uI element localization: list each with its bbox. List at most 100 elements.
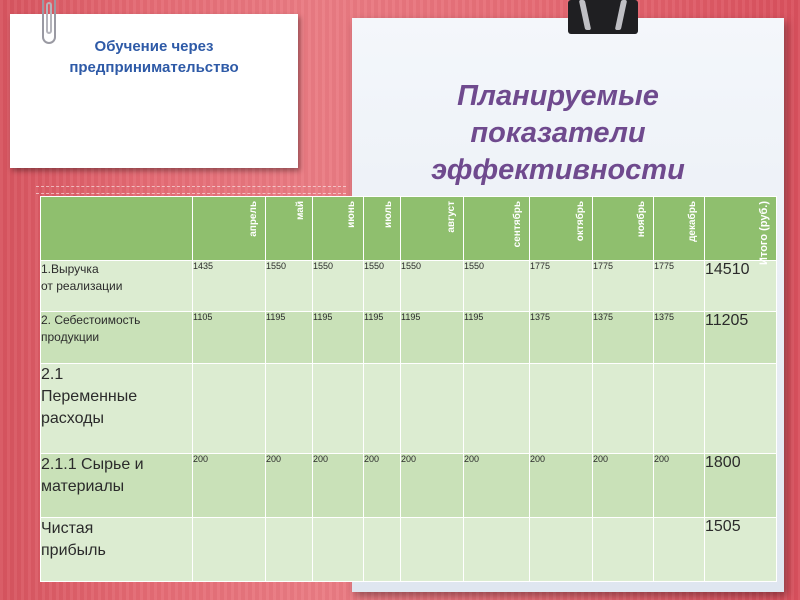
metrics-table: апрель май июнь июль август сентябрь окт… bbox=[40, 196, 777, 582]
subtitle-card: Обучение через предпринимательство bbox=[10, 14, 298, 168]
binder-arm bbox=[614, 0, 628, 30]
value-cell: 1375 bbox=[592, 311, 654, 364]
table-row: 1.Выручка от реализации 1435 1550 1550 1… bbox=[40, 260, 777, 312]
paperclip-inner-icon bbox=[46, 2, 52, 34]
value-cell bbox=[363, 517, 401, 582]
row-label-line: 2.1.1 Сырье и bbox=[41, 456, 144, 473]
month-header: октябрь bbox=[529, 196, 593, 261]
table-row: 2. Себестоимость продукции 1105 1195 119… bbox=[40, 311, 777, 364]
table-row: 2.1.1 Сырье и материалы 200 200 200 200 … bbox=[40, 453, 777, 518]
value-cell: 1105 bbox=[192, 311, 266, 364]
value-cell: 200 bbox=[463, 453, 530, 518]
value-cell bbox=[265, 517, 313, 582]
value-cell bbox=[463, 517, 530, 582]
month-header-label: август bbox=[446, 201, 457, 233]
month-header-label: июнь bbox=[346, 201, 357, 228]
value-cell: 200 bbox=[592, 453, 654, 518]
row-label: 2.1 Переменные расходы bbox=[40, 363, 193, 454]
total-cell: 11205 bbox=[704, 311, 777, 364]
month-header: сентябрь bbox=[463, 196, 530, 261]
row-label: 2.1.1 Сырье и материалы bbox=[40, 453, 193, 518]
row-label: 2. Себестоимость продукции bbox=[40, 311, 193, 364]
value-cell bbox=[592, 517, 654, 582]
metrics-table-container: апрель май июнь июль август сентябрь окт… bbox=[40, 196, 777, 582]
value-cell: 1195 bbox=[363, 311, 401, 364]
decor-dashed-line bbox=[36, 193, 346, 194]
value-cell: 1195 bbox=[312, 311, 364, 364]
table-row: 2.1 Переменные расходы bbox=[40, 363, 777, 454]
value-cell: 1550 bbox=[400, 260, 464, 312]
value-cell bbox=[192, 363, 266, 454]
value-cell bbox=[363, 363, 401, 454]
total-cell: 14510 bbox=[704, 260, 777, 312]
row-label: Чистая прибыль bbox=[40, 517, 193, 582]
value-cell: 200 bbox=[265, 453, 313, 518]
month-header: апрель bbox=[192, 196, 266, 261]
month-header-label: май bbox=[295, 201, 306, 220]
value-cell: 1195 bbox=[463, 311, 530, 364]
row-label-line: 1.Выручка bbox=[41, 262, 99, 276]
row-label-line: прибыль bbox=[41, 542, 106, 559]
value-cell bbox=[312, 363, 364, 454]
value-cell: 1775 bbox=[529, 260, 593, 312]
subtitle-line: Обучение через bbox=[94, 38, 214, 55]
binder-clip-icon bbox=[568, 0, 638, 34]
month-header-label: июль bbox=[383, 201, 394, 228]
binder-arm bbox=[578, 0, 592, 30]
value-cell: 200 bbox=[312, 453, 364, 518]
value-cell: 200 bbox=[192, 453, 266, 518]
row-label-line: 2.1 bbox=[41, 366, 64, 383]
row-label-line: 2. Себестоимость bbox=[41, 313, 141, 327]
subtitle-line: предпринимательство bbox=[69, 59, 239, 76]
value-cell: 1550 bbox=[463, 260, 530, 312]
month-header: ноябрь bbox=[592, 196, 654, 261]
value-cell: 1550 bbox=[265, 260, 313, 312]
month-header-label: сентябрь bbox=[512, 201, 523, 248]
value-cell: 1775 bbox=[653, 260, 705, 312]
value-cell bbox=[265, 363, 313, 454]
value-cell bbox=[400, 517, 464, 582]
table-row: Чистая прибыль 1505 bbox=[40, 517, 777, 582]
value-cell bbox=[653, 363, 705, 454]
value-cell: 1375 bbox=[653, 311, 705, 364]
slide-subtitle: Обучение через предпринимательство bbox=[10, 36, 298, 78]
value-cell: 1375 bbox=[529, 311, 593, 364]
total-cell: 1800 bbox=[704, 453, 777, 518]
row-label-line: Чистая bbox=[41, 520, 94, 537]
row-label-line: расходы bbox=[41, 410, 104, 427]
month-header-label: ноябрь bbox=[636, 201, 647, 238]
row-label-line: материалы bbox=[41, 478, 125, 495]
table-header-row: апрель май июнь июль август сентябрь окт… bbox=[40, 196, 777, 265]
value-cell bbox=[529, 517, 593, 582]
value-cell: 200 bbox=[363, 453, 401, 518]
total-header: Итого (руб.) bbox=[704, 196, 777, 265]
month-header: август bbox=[400, 196, 464, 261]
value-cell bbox=[463, 363, 530, 454]
month-header-label: октябрь bbox=[575, 201, 586, 242]
title-line: показатели bbox=[470, 117, 646, 149]
value-cell bbox=[529, 363, 593, 454]
value-cell bbox=[192, 517, 266, 582]
total-cell bbox=[704, 363, 777, 454]
row-label-line: Переменные bbox=[41, 388, 138, 405]
month-header-label: апрель bbox=[248, 201, 259, 237]
month-header: май bbox=[265, 196, 313, 261]
value-cell: 1195 bbox=[265, 311, 313, 364]
value-cell: 1550 bbox=[312, 260, 364, 312]
paperclip-icon bbox=[42, 0, 56, 44]
month-header: июнь bbox=[312, 196, 364, 261]
row-label-line: продукции bbox=[41, 330, 100, 344]
total-cell: 1505 bbox=[704, 517, 777, 582]
title-line: Планируемые bbox=[457, 80, 659, 112]
slide-title: Планируемые показатели эффективности bbox=[408, 78, 708, 189]
value-cell bbox=[653, 517, 705, 582]
title-line: эффективности bbox=[431, 154, 685, 186]
row-label-line: от реализации bbox=[41, 279, 123, 293]
value-cell: 1550 bbox=[363, 260, 401, 312]
value-cell: 200 bbox=[653, 453, 705, 518]
month-header: июль bbox=[363, 196, 401, 261]
row-label: 1.Выручка от реализации bbox=[40, 260, 193, 312]
value-cell: 1195 bbox=[400, 311, 464, 364]
value-cell: 1775 bbox=[592, 260, 654, 312]
month-header: декабрь bbox=[653, 196, 705, 261]
